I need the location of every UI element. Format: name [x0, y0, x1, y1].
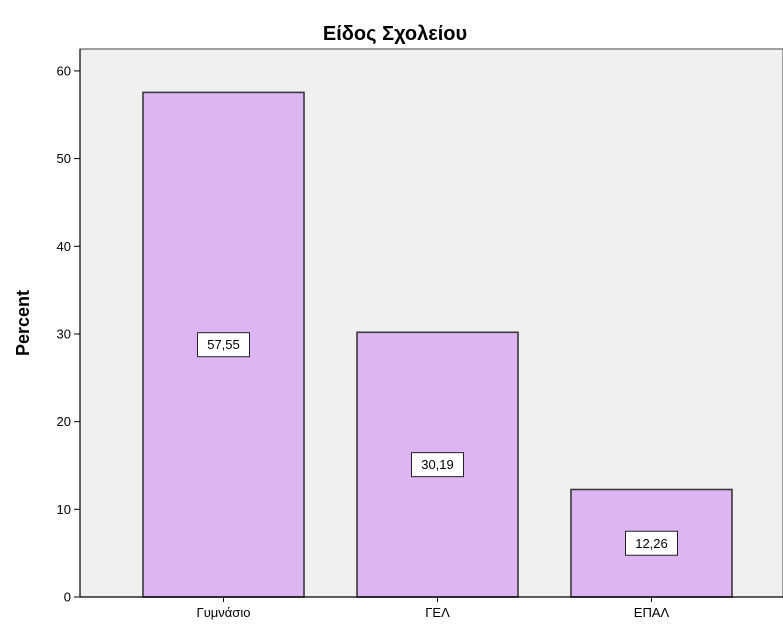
- data-label: 12,26: [635, 536, 668, 551]
- y-axis: 0 10 20 30 40 50 60: [57, 49, 81, 605]
- data-label-box: [625, 530, 678, 556]
- data-label: 57,55: [207, 337, 240, 352]
- y-tick-label: 20: [57, 414, 71, 429]
- y-tick-label: 60: [57, 63, 71, 78]
- data-label-box: [411, 452, 464, 478]
- y-tick-label: 50: [57, 151, 71, 166]
- x-axis: Γυμνάσιο ΓΕΛ ΕΠΑΛ: [80, 596, 783, 620]
- x-tick-label: Γυμνάσιο: [197, 605, 251, 620]
- y-tick-label: 10: [57, 502, 71, 517]
- bars-group: 57,55 30,19 12,26: [142, 91, 733, 598]
- x-tick-label: ΓΕΛ: [425, 605, 450, 620]
- chart-title: Είδος Σχολείου: [323, 23, 467, 45]
- bar: [570, 488, 733, 598]
- x-tick-label: ΕΠΑΛ: [634, 605, 670, 620]
- data-label: 30,19: [421, 457, 454, 472]
- y-tick-label: 40: [57, 239, 71, 254]
- y-tick-label: 30: [57, 326, 71, 341]
- y-axis-label: Percent: [13, 290, 33, 356]
- data-label-box: [197, 332, 250, 358]
- y-tick-label: 0: [64, 590, 71, 605]
